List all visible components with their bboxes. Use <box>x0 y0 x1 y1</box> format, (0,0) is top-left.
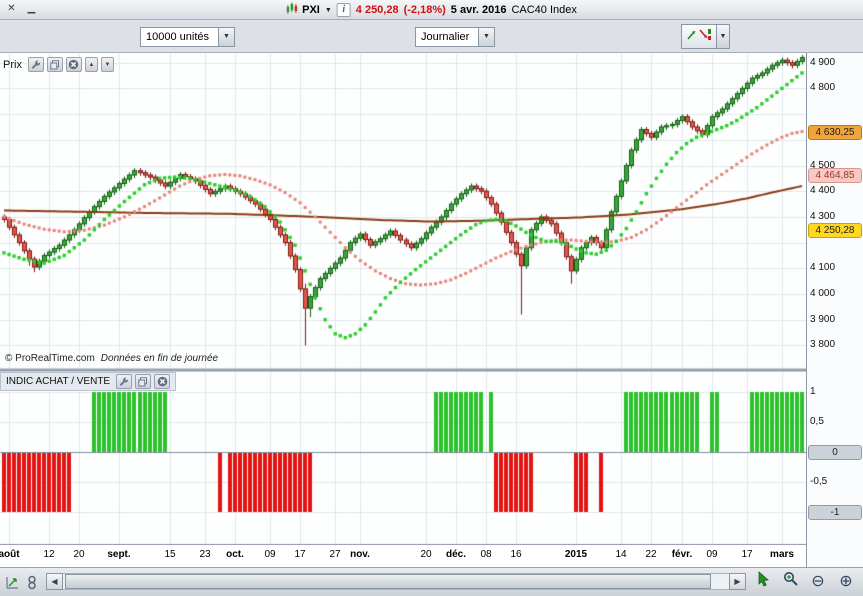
x-axis-tick-label: 17 <box>294 549 306 560</box>
zoom-in-icon[interactable]: ⊕ <box>839 573 853 590</box>
price-badge: 4 250,28 <box>808 223 862 238</box>
chart-style-caret-icon[interactable]: ▼ <box>716 24 730 49</box>
last-price: 4 250,28 <box>355 4 399 16</box>
x-axis-tick-label: 12 <box>43 549 55 560</box>
x-axis-tick-label: 17 <box>741 549 753 560</box>
indicator-badge: -1 <box>808 505 862 520</box>
horizontal-scrollbar[interactable]: ◀ ▶ <box>46 573 746 590</box>
wrench-icon[interactable] <box>27 57 44 72</box>
x-axis-tick-label: 09 <box>706 549 718 560</box>
x-axis-tick-label: déc. <box>445 549 467 560</box>
close-panel-icon[interactable] <box>154 374 171 389</box>
scroll-right-icon[interactable]: ▶ <box>729 573 746 590</box>
cursor-icon[interactable] <box>753 571 775 593</box>
copyright-text: © ProRealTime.com <box>5 353 95 364</box>
move-panel-up-icon[interactable]: ▲ <box>84 57 98 72</box>
units-caret-icon[interactable]: ▼ <box>218 27 235 47</box>
price-panel-header: Prix ▲ ▼ <box>3 57 114 72</box>
x-axis-tick-label: mars <box>770 549 794 560</box>
instrument-chart-icon <box>286 1 297 19</box>
scroll-left-icon[interactable]: ◀ <box>46 573 63 590</box>
price-axis-label: 4 800 <box>810 82 836 93</box>
copyright: © ProRealTime.com Données en fin de journ… <box>5 353 218 364</box>
price-change: (-2,18%) <box>403 4 446 16</box>
price-axis-label: 4 400 <box>810 185 836 196</box>
move-panel-down-icon[interactable]: ▼ <box>100 57 114 72</box>
x-axis-tick-label: 22 <box>645 549 657 560</box>
x-axis-tick-label: nov. <box>350 549 370 560</box>
x-axis-tick-label: 23 <box>199 549 211 560</box>
x-axis-tick-label: 20 <box>73 549 85 560</box>
x-axis-tick-label: 14 <box>615 549 627 560</box>
x-axis-tick-label: 09 <box>264 549 276 560</box>
units-dropdown[interactable]: 10000 unités ▼ <box>140 27 235 47</box>
x-axis-tick-label: août <box>0 549 20 560</box>
price-axis-label: 3 800 <box>810 339 836 350</box>
auto-scroll-icon[interactable] <box>3 573 21 591</box>
zoom-window-icon[interactable] <box>780 571 802 593</box>
price-panel-title: Prix <box>3 58 22 71</box>
quote-summary: PXI ▼ i 4 250,28 (-2,18%) 5 avr. 2016 CA… <box>286 0 577 20</box>
indicator-axis-label: 0,5 <box>810 416 824 427</box>
close-window-icon[interactable]: ✕ <box>7 3 16 14</box>
x-axis-tick-label: oct. <box>226 549 244 560</box>
duplicate-window-icon[interactable] <box>135 374 152 389</box>
link-charts-icon[interactable] <box>23 573 41 591</box>
chart-style-icon <box>686 26 712 48</box>
price-badge: 4 630,25 <box>808 125 862 140</box>
price-axis-label: 4 900 <box>810 57 836 68</box>
symbol-caret-icon[interactable]: ▼ <box>324 6 332 14</box>
index-name: CAC40 Index <box>511 4 577 16</box>
chart-area: Prix ▲ ▼ © ProRealTime.com Données en fin… <box>0 53 863 567</box>
symbol-label[interactable]: PXI <box>302 4 320 16</box>
indicator-canvas[interactable] <box>0 372 806 545</box>
statusbar: ◀ ▶ ⊖ ⊕ <box>0 567 863 596</box>
x-axis: août 12 20 sept. 15 23 oct. 09 17 27 nov. 20 déc. 08 1… <box>0 545 806 567</box>
period-dropdown[interactable]: Journalier ▼ <box>415 27 495 47</box>
copyright-note: Données en fin de journée <box>100 353 219 364</box>
scrollbar-thumb[interactable] <box>65 574 712 589</box>
x-axis-tick-label: févr. <box>671 549 693 560</box>
chart-style-button[interactable] <box>681 24 717 49</box>
indicator-panel-title: INDIC ACHAT / VENTE <box>6 376 111 387</box>
price-axis-label: 4 100 <box>810 262 836 273</box>
price-axis-label: 3 900 <box>810 314 836 325</box>
window-controls: ✕ ▁ <box>5 2 38 16</box>
quote-date: 5 avr. 2016 <box>450 4 507 16</box>
x-axis-tick-label: 20 <box>420 549 432 560</box>
indicator-panel-header: INDIC ACHAT / VENTE <box>0 372 177 391</box>
x-axis-tick-label: 15 <box>164 549 176 560</box>
period-value[interactable]: Journalier <box>415 27 478 47</box>
period-caret-icon[interactable]: ▼ <box>478 27 495 47</box>
close-panel-icon[interactable] <box>65 57 82 72</box>
indicator-axis-label: -0,5 <box>810 476 828 487</box>
wrench-icon[interactable] <box>116 374 133 389</box>
x-axis-tick-label: 16 <box>510 549 522 560</box>
x-axis-tick-label: sept. <box>107 549 131 560</box>
units-value[interactable]: 10000 unités <box>140 27 218 47</box>
indicator-badge: 0 <box>808 445 862 460</box>
scrollbar-track[interactable] <box>63 573 729 590</box>
titlebar: ✕ ▁ PXI ▼ i 4 250,28 (-2,18%) 5 avr. 201… <box>0 0 863 20</box>
price-axis-label: 4 300 <box>810 211 836 222</box>
duplicate-window-icon[interactable] <box>46 57 63 72</box>
price-axis-label: 4 000 <box>810 288 836 299</box>
toolbar: 10000 unités ▼ Journalier ▼ ▼ <box>0 20 863 53</box>
price-badge: 4 464,85 <box>808 168 862 183</box>
x-axis-tick-label: 2015 <box>564 549 588 560</box>
price-axis-label: 4 500 <box>810 160 836 171</box>
panel-divider[interactable] <box>0 370 806 372</box>
x-axis-tick-label: 27 <box>329 549 341 560</box>
x-axis-tick-label: 08 <box>480 549 492 560</box>
minimize-window-icon[interactable]: ▁ <box>27 3 36 14</box>
info-icon[interactable]: i <box>336 3 351 17</box>
indicator-axis-label: 1 <box>810 386 816 397</box>
price-chart-canvas[interactable] <box>0 54 806 370</box>
zoom-out-icon[interactable]: ⊖ <box>811 573 825 590</box>
